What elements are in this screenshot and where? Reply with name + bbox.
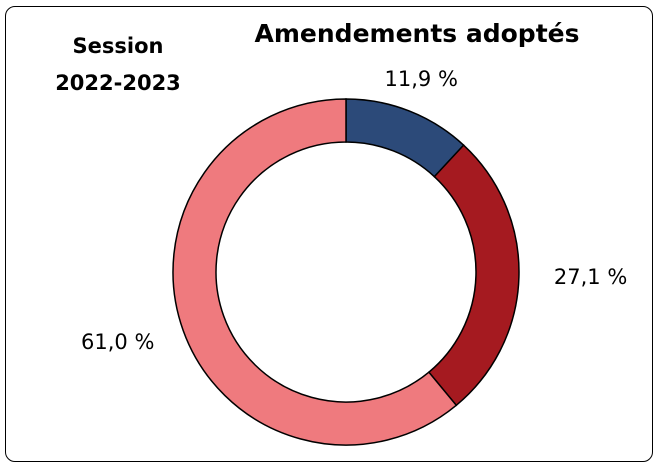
donut-slice-2 bbox=[427, 144, 520, 407]
session-line-1: Session bbox=[72, 34, 164, 58]
chart-frame bbox=[5, 6, 653, 462]
data-label-1: 11,9 % bbox=[385, 67, 458, 91]
session-label: Session 2022-2023 bbox=[50, 28, 186, 102]
chart-title: Amendements adoptés bbox=[254, 19, 580, 48]
data-label-2: 27,1 % bbox=[554, 265, 627, 289]
session-line-2: 2022-2023 bbox=[55, 71, 181, 95]
donut-slice-3 bbox=[172, 98, 458, 446]
data-label-3: 61,0 % bbox=[81, 330, 154, 354]
